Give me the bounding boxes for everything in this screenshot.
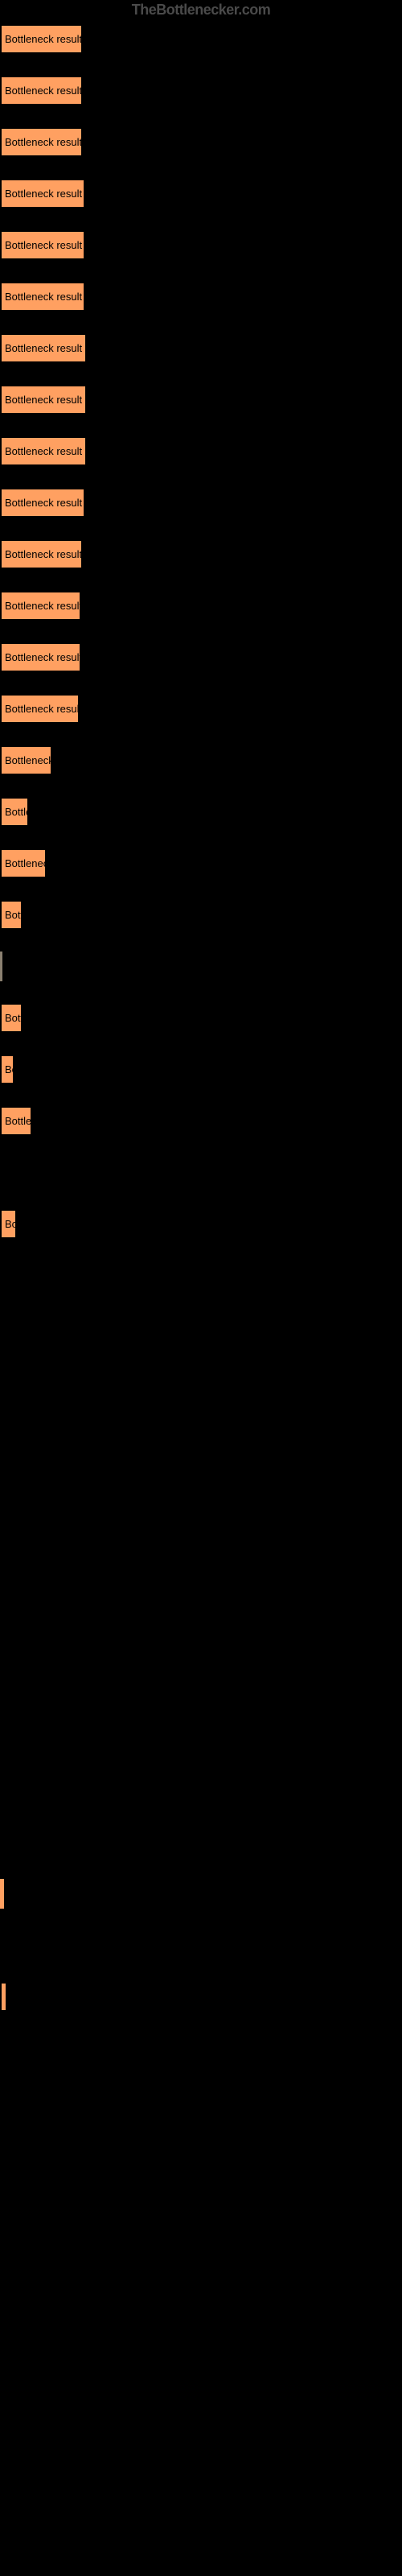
bar: Bottleneck result	[0, 642, 81, 672]
bar-label: Bottleneck result	[5, 497, 82, 509]
bar-label: Bottleneck result	[5, 909, 23, 921]
bar-label: Bottleneck result	[5, 1991, 7, 2003]
bar: Bottleneck result	[0, 848, 47, 878]
bar: Bottleneck result	[0, 76, 83, 105]
bar-label: Bottleneck result	[5, 1063, 14, 1075]
bar-row: Bottleneck result	[0, 488, 402, 518]
bar-label: Bottleneck result	[5, 1012, 23, 1024]
bar-row: Bottleneck result	[0, 179, 402, 208]
bar-label: Bottleneck result	[5, 188, 82, 200]
bar-label: Bottleneck result	[5, 1115, 32, 1127]
bar-row	[0, 952, 402, 981]
bar-row: Bottleneck result	[0, 76, 402, 105]
bar-row: Bottleneck result	[0, 900, 402, 930]
bar-row: Bottleneck result	[0, 797, 402, 827]
bar: Bottleneck result	[0, 385, 87, 415]
bar-label: Bottleneck result	[5, 136, 82, 148]
bar-row: Bottleneck result	[0, 745, 402, 775]
bar-label: Bottleneck result	[5, 600, 81, 612]
bar-row: Bottleneck result	[0, 282, 402, 312]
bar: Bottleneck result	[0, 539, 83, 569]
bar: Bottleneck result	[0, 179, 85, 208]
bar: Bottleneck result	[0, 1982, 7, 2012]
bar-row: Bottleneck result	[0, 642, 402, 672]
bar-label: Bottleneck result	[5, 239, 82, 251]
bar-label: Bottleneck result	[5, 548, 82, 560]
bar: Bottleneck result	[0, 1003, 23, 1033]
bar-label: Bottleneck result	[5, 342, 82, 354]
bar-label: Bottleneck result	[5, 754, 52, 766]
bar-row: Bottleneck result	[0, 436, 402, 466]
bar: Bottleneck result	[0, 282, 85, 312]
bar-row: Bottleneck result	[0, 848, 402, 878]
bar-label: Bottleneck result	[5, 703, 80, 715]
bar: Bottleneck result	[0, 1209, 17, 1239]
bar: Bottleneck result	[0, 436, 87, 466]
bar-row: Bottleneck result	[0, 127, 402, 157]
bar: Bottleneck result	[0, 745, 52, 775]
bar: Bottleneck result	[0, 230, 85, 260]
bar-row: Bottleneck result	[0, 1106, 402, 1136]
bar-label: Bottleneck result	[5, 651, 81, 663]
bar-label: Bottleneck result	[5, 394, 82, 406]
bar: Bottleneck result	[0, 1055, 14, 1084]
bar-label: Bottleneck result	[5, 1218, 17, 1230]
bar-row: Bottleneck result	[0, 1982, 402, 2012]
bar-line	[0, 952, 2, 981]
bar: Bottleneck result	[0, 591, 81, 621]
bar: Bottleneck result	[0, 797, 29, 827]
bar-row: Bottleneck result	[0, 694, 402, 724]
bar-label: Bottleneck result	[5, 857, 47, 869]
bar-row: Bottleneck result	[0, 1209, 402, 1239]
bar: Bottleneck result	[0, 1106, 32, 1136]
bar-row	[0, 1879, 402, 1909]
bar-row: Bottleneck result	[0, 333, 402, 363]
bar-label: Bottleneck result	[5, 806, 29, 818]
bar-row: Bottleneck result	[0, 1003, 402, 1033]
bar-row: Bottleneck result	[0, 1055, 402, 1084]
bar-row: Bottleneck result	[0, 385, 402, 415]
bar-label: Bottleneck result	[5, 291, 82, 303]
bar-row: Bottleneck result	[0, 539, 402, 569]
bar: Bottleneck result	[0, 24, 83, 54]
bar-label: Bottleneck result	[5, 85, 82, 97]
bar-row: Bottleneck result	[0, 591, 402, 621]
bar: Bottleneck result	[0, 127, 83, 157]
bar: Bottleneck result	[0, 333, 87, 363]
bar: Bottleneck result	[0, 488, 85, 518]
bar: Bottleneck result	[0, 900, 23, 930]
bar-row: Bottleneck result	[0, 24, 402, 54]
bar-label: Bottleneck result	[5, 445, 82, 457]
bar-label: Bottleneck result	[5, 33, 82, 45]
watermark-text: TheBottlenecker.com	[132, 2, 271, 19]
bar-line	[0, 1879, 4, 1909]
bar: Bottleneck result	[0, 694, 80, 724]
bar-row: Bottleneck result	[0, 230, 402, 260]
